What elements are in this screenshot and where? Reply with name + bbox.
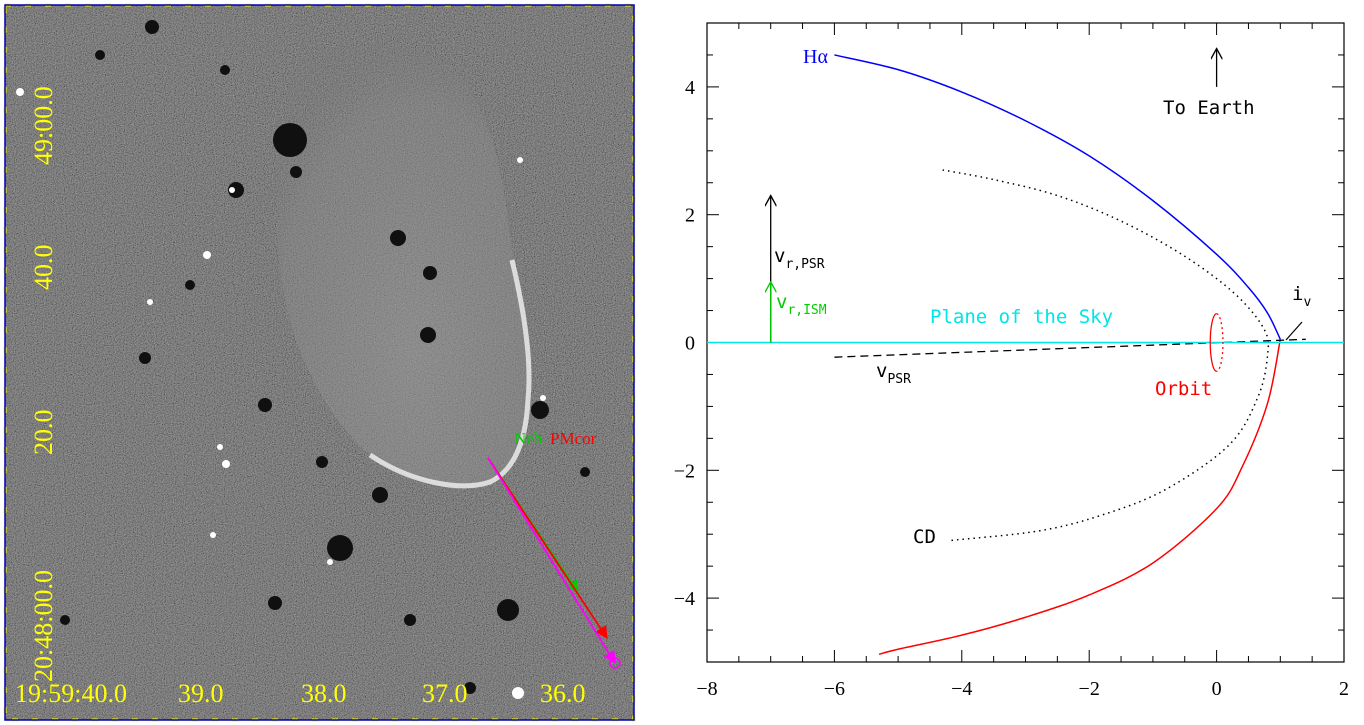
orbit-label: Orbit	[1155, 378, 1212, 400]
y-tick-label: 2	[685, 205, 695, 227]
vr-psr-label: vr,PSR	[774, 245, 825, 272]
plane-of-sky-label: Plane of the Sky	[930, 306, 1113, 328]
axis-tick-labels: −8 −6 −4 −2 0 2 −4 −2 0 2 4	[674, 77, 1349, 700]
vr-psr-sub: r,PSR	[785, 257, 824, 272]
series-layer	[707, 55, 1344, 654]
x-tick-label: 0	[1212, 678, 1222, 700]
y-tick-label: 0	[685, 333, 695, 355]
y-tick-label: −2	[674, 460, 695, 482]
nebula-image-panel: Neb PMcor 19:59:40.0 39.0 38.0 37.0 36.0…	[5, 5, 634, 720]
y-tick-label: 4	[685, 77, 695, 99]
y-tick-label: −4	[674, 588, 695, 610]
i-v-main: i	[1292, 283, 1303, 305]
x-tick-label: 2	[1339, 678, 1349, 700]
v-psr-sub: PSR	[887, 372, 911, 387]
x-tick-label: −4	[951, 678, 972, 700]
dec-label-20: 20.0	[29, 410, 58, 456]
dec-label-49-00: 49:00.0	[29, 86, 58, 165]
halpha-label: Hα	[803, 46, 828, 68]
geometry-plot-panel: −8 −6 −4 −2 0 2 −4 −2 0 2 4 Hα To Earth Plane of t…	[674, 23, 1349, 700]
series-dotted-black	[943, 170, 1269, 541]
dec-label-40: 40.0	[29, 245, 58, 291]
to-earth-label: To Earth	[1163, 97, 1255, 119]
series-solid-red	[879, 339, 1280, 654]
vr-ism-main: v	[776, 291, 787, 313]
vr-psr-main: v	[774, 245, 785, 267]
ra-label-39: 39.0	[178, 679, 224, 708]
x-tick-label: −8	[696, 678, 717, 700]
i-v-label: iv	[1292, 283, 1311, 310]
vr-ism-sub: r,ISM	[787, 303, 826, 318]
v-psr-label: vPSR	[876, 360, 911, 387]
vr-ism-label: vr,ISM	[776, 291, 827, 318]
ra-label-40: 19:59:40.0	[15, 679, 127, 708]
arrow-layer	[771, 49, 1217, 343]
x-tick-label: −6	[824, 678, 845, 700]
ra-label-36: 36.0	[540, 679, 586, 708]
x-tick-label: −2	[1079, 678, 1100, 700]
legend-pmcor-label: PMcor	[550, 429, 597, 448]
legend-neb-label: Neb	[514, 429, 542, 448]
v-psr-main: v	[876, 360, 887, 382]
dec-label-20-48-00: 20:48:00.0	[29, 570, 58, 682]
cd-label: CD	[913, 526, 936, 548]
ra-label-37: 37.0	[422, 679, 468, 708]
i-v-sub: v	[1303, 295, 1311, 310]
i-v-angle-marker	[1286, 322, 1302, 340]
ra-label-38: 38.0	[301, 679, 347, 708]
